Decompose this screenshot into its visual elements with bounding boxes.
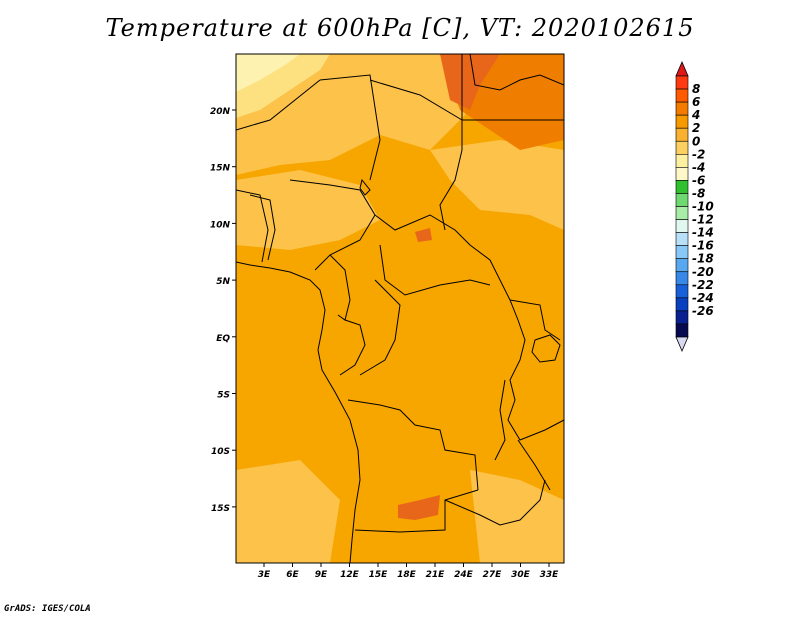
colorbar-label: 6	[692, 95, 700, 109]
lon-label: 21E	[426, 570, 446, 580]
colorbar-label: -22	[692, 278, 714, 292]
border-uganda-kenya	[509, 299, 561, 341]
colorbar-label: -18	[692, 252, 714, 266]
field-cool-southeast	[470, 470, 564, 563]
colorbar-segment	[675, 284, 689, 299]
colorbar-segment	[675, 297, 689, 312]
colorbar-segment	[675, 310, 689, 325]
lon-label: 3E	[258, 570, 271, 580]
lon-label: 18E	[397, 570, 417, 580]
border-chad-libya	[369, 79, 463, 121]
colorbar-segment	[675, 75, 689, 90]
colorbar-segment	[675, 154, 689, 168]
border-egypt-sudan-east	[462, 54, 564, 91]
lat-label: 5N	[216, 277, 230, 287]
field-cool-southwest	[236, 460, 340, 563]
colorbar-label: -20	[692, 265, 714, 279]
colorbar-label: -4	[692, 160, 705, 174]
colorbar-label: 0	[692, 134, 700, 148]
lon-label: 27E	[483, 570, 503, 580]
colorbar-segment	[675, 193, 689, 207]
colorbar-label: 2	[692, 121, 700, 135]
lake-chad	[359, 178, 371, 196]
lat-label: EQ	[216, 334, 230, 344]
lat-label: 10N	[210, 220, 231, 230]
lat-label: 15N	[210, 164, 231, 174]
lake-victoria-shape	[531, 334, 561, 363]
colorbar-segment	[675, 101, 689, 116]
colorbar-label: -12	[692, 213, 714, 227]
field-hot-central	[415, 228, 432, 242]
lon-label: 9E	[315, 570, 328, 580]
border-drc-angola	[347, 399, 479, 491]
colorbar-label: 8	[692, 82, 700, 96]
lon-label: 30E	[511, 570, 531, 580]
map-frame	[235, 53, 565, 564]
grads-credit: GrADS: IGES/COLA	[4, 604, 91, 614]
border-zambia	[444, 479, 546, 526]
colorbar-segment	[675, 88, 689, 103]
colorbar-segment	[675, 206, 689, 220]
colorbar-label: -8	[692, 186, 705, 200]
border-tanzania	[517, 439, 551, 491]
colorbar-label: -26	[692, 304, 714, 318]
field-coolest-northwest	[236, 54, 300, 92]
lon-label: 15E	[369, 570, 389, 580]
border-angola-south	[354, 489, 479, 533]
colorbar-label: -6	[692, 173, 705, 187]
colorbar-segment	[675, 140, 689, 155]
lon-label: 6E	[286, 570, 299, 580]
colorbar-segment	[675, 219, 689, 233]
colorbar-label: -14	[692, 226, 714, 240]
colorbar-segment	[675, 323, 689, 338]
border-car-congo	[379, 244, 491, 296]
colorbar-segment	[675, 180, 689, 194]
border-congo-drc	[359, 279, 401, 376]
lon-label: 24E	[454, 570, 474, 580]
colorbar-label: -16	[692, 239, 714, 253]
border-niger-chad	[319, 74, 381, 181]
coastline-east	[507, 319, 564, 441]
lat-label: 15S	[211, 504, 230, 514]
field-hot-northeast	[440, 54, 500, 110]
colorbar-segment	[675, 258, 689, 273]
colorbar-segment	[675, 271, 689, 286]
border-guinea	[249, 194, 276, 261]
border-west-small	[236, 189, 269, 263]
field-cool-sudan	[430, 140, 564, 230]
lon-label: 33E	[540, 570, 560, 580]
border-lake-tanganyika	[494, 379, 506, 461]
field-hot-angola	[398, 495, 440, 520]
colorbar-label: -24	[692, 291, 714, 305]
latitude-axis: 20N 15N 10N 5N EQ 5S 10S 15S	[210, 107, 236, 514]
lat-label: 20N	[210, 107, 231, 117]
colorbar-label: -10	[692, 200, 714, 214]
colorbar-over-arrow	[675, 60, 689, 77]
colorbar-label: 4	[691, 108, 700, 122]
colorbar-label: -2	[692, 147, 705, 161]
lon-label: 12E	[340, 570, 360, 580]
country-borders	[236, 54, 564, 563]
colorbar-segment	[675, 245, 689, 259]
border-gabon-congo	[339, 319, 366, 376]
colorbar-segment	[675, 167, 689, 181]
lat-label: 10S	[211, 447, 230, 457]
lat-label: 5S	[217, 391, 230, 401]
longitude-axis: 3E 6E 9E 12E 15E 18E 21E 24E 27E 30E 33E	[258, 563, 559, 580]
border-cameroon	[329, 254, 351, 321]
field-cool-sahel	[236, 170, 380, 250]
colorbar-segment	[675, 232, 689, 246]
border-sahara-mali	[236, 79, 321, 131]
border-chad-sudan	[439, 149, 463, 231]
colorbar-under-arrow	[675, 336, 689, 353]
colorbar-segment	[675, 127, 689, 142]
map-figure: 20N 15N 10N 5N EQ 5S 10S 15S 3E 6E 9E 12E 15E 18E 21E…	[210, 53, 714, 580]
coastline-west-africa	[236, 261, 361, 563]
chart-title: Temperature at 600hPa [C], VT: 202010261…	[105, 14, 695, 42]
border-car	[374, 214, 519, 321]
colorbar-segment	[675, 114, 689, 129]
